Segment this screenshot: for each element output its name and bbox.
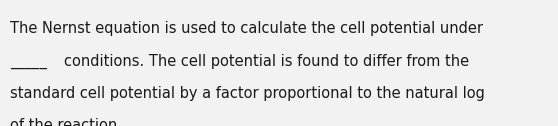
Text: standard cell potential by a factor proportional to the natural log: standard cell potential by a factor prop… (10, 86, 485, 101)
Text: _____: _____ (137, 118, 174, 126)
Text: .: . (177, 118, 182, 126)
Text: conditions. The cell potential is found to differ from the: conditions. The cell potential is found … (64, 54, 469, 69)
Text: The Nernst equation is used to calculate the cell potential under: The Nernst equation is used to calculate… (10, 21, 483, 36)
Text: _____: _____ (10, 54, 47, 69)
Text: of the reaction: of the reaction (10, 118, 117, 126)
